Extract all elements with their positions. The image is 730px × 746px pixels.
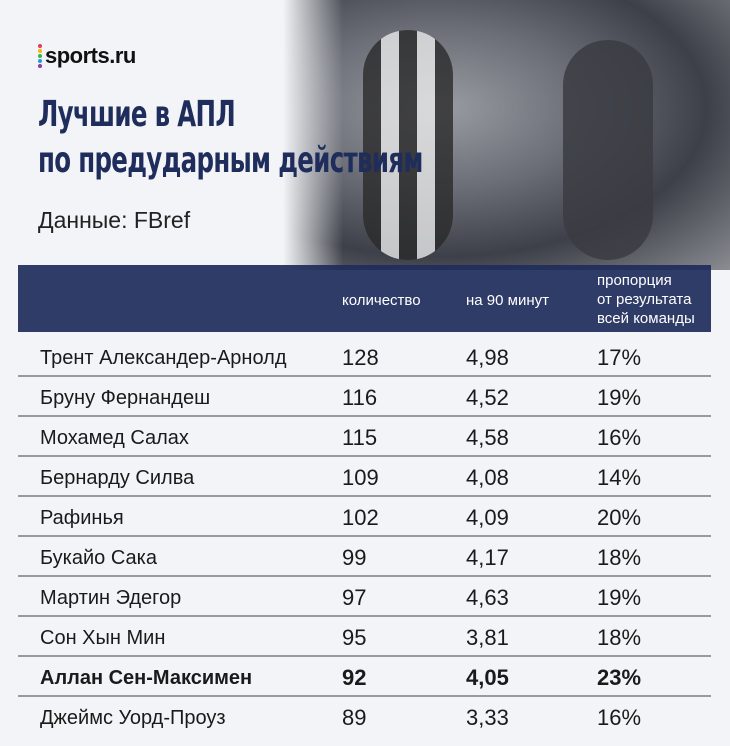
- table-header: количество на 90 минут пропорция от резу…: [18, 265, 711, 332]
- share-cell: 14%: [597, 465, 642, 490]
- share-cell: 17%: [597, 345, 642, 370]
- table-row: Мохамед Салах 115 4,58 16%: [18, 417, 711, 457]
- count-cell: 99: [342, 545, 367, 570]
- per90-cell: 4,08: [466, 465, 509, 490]
- player-name: Мартин Эдегор: [40, 587, 182, 609]
- player-name: Бернарду Силва: [40, 467, 195, 489]
- share-cell: 19%: [597, 585, 642, 610]
- data-source: Данные: FBref: [38, 207, 191, 233]
- share-cell: 16%: [597, 705, 642, 730]
- title-line-2: по предударным действиям: [38, 140, 423, 181]
- player-name: Букайо Сака: [40, 547, 157, 569]
- share-cell: 19%: [597, 385, 642, 410]
- player-name: Рафинья: [40, 507, 124, 529]
- count-cell: 109: [342, 465, 379, 490]
- player-name: Сон Хын Мин: [40, 627, 166, 649]
- player-name: Аллан Сен-Максимен: [40, 667, 253, 689]
- table-row: Бернарду Силва 109 4,08 14%: [18, 457, 711, 497]
- column-header-share: пропорция от результата всей команды: [597, 271, 695, 328]
- share-cell: 18%: [597, 625, 642, 650]
- page-title: Лучшие в АПЛ по предударным действиям: [38, 92, 423, 184]
- share-cell: 18%: [597, 545, 642, 570]
- logo-dot: [38, 64, 42, 68]
- per90-cell: 4,17: [466, 545, 509, 570]
- count-cell: 116: [342, 385, 378, 410]
- logo-text: sports.ru: [45, 43, 136, 68]
- share-header-line: пропорция: [597, 272, 672, 289]
- player-name: Бруну Фернандеш: [40, 387, 211, 409]
- per90-cell: 4,58: [466, 425, 509, 450]
- sports-ru-logo: sports.ru: [38, 43, 136, 69]
- logo-dot: [38, 54, 42, 58]
- share-header-line: всей команды: [597, 310, 695, 327]
- per90-cell: 3,81: [466, 625, 509, 650]
- table-row: Трент Александер-Арнолд 128 4,98 17%: [18, 337, 711, 377]
- table-row: Аллан Сен-Максимен 92 4,05 23%: [18, 657, 711, 697]
- count-cell: 128: [342, 345, 379, 370]
- per90-cell: 4,52: [466, 385, 509, 410]
- count-cell: 115: [342, 425, 378, 450]
- per90-cell: 4,98: [466, 345, 509, 370]
- share-header-line: от результата: [597, 291, 692, 308]
- player-name: Трент Александер-Арнолд: [40, 347, 287, 369]
- table-body: Трент Александер-Арнолд 128 4,98 17% Бруну Ф…: [18, 337, 711, 735]
- title-line-1: Лучшие в АПЛ: [38, 94, 236, 135]
- count-cell: 95: [342, 625, 367, 650]
- table-row: Сон Хын Мин 95 3,81 18%: [18, 617, 711, 657]
- table-row: Мартин Эдегор 97 4,63 19%: [18, 577, 711, 617]
- per90-cell: 4,09: [466, 505, 509, 530]
- share-cell: 20%: [597, 505, 642, 530]
- table-row: Рафинья 102 4,09 20%: [18, 497, 711, 537]
- column-header-per90: на 90 минут: [466, 292, 549, 309]
- count-cell: 89: [342, 705, 367, 730]
- count-cell: 92: [342, 665, 367, 690]
- count-cell: 97: [342, 585, 367, 610]
- share-cell: 23%: [597, 665, 642, 690]
- logo-dot: [38, 44, 42, 48]
- table-row: Букайо Сака 99 4,17 18%: [18, 537, 711, 577]
- logo-dots-icon: [38, 44, 42, 68]
- logo-dot: [38, 59, 42, 63]
- per90-cell: 4,05: [466, 665, 509, 690]
- player-name: Мохамед Салах: [40, 427, 189, 449]
- per90-cell: 3,33: [466, 705, 509, 730]
- logo-dot: [38, 49, 42, 53]
- player-name: Джеймс Уорд-Проуз: [40, 707, 226, 729]
- table-row: Бруну Фернандеш 116 4,52 19%: [18, 377, 711, 417]
- column-header-count: количество: [342, 292, 421, 309]
- share-cell: 16%: [597, 425, 642, 450]
- count-cell: 102: [342, 505, 379, 530]
- table-row: Джеймс Уорд-Проуз 89 3,33 16%: [18, 697, 711, 735]
- players-photo: [283, 0, 730, 270]
- per90-cell: 4,63: [466, 585, 509, 610]
